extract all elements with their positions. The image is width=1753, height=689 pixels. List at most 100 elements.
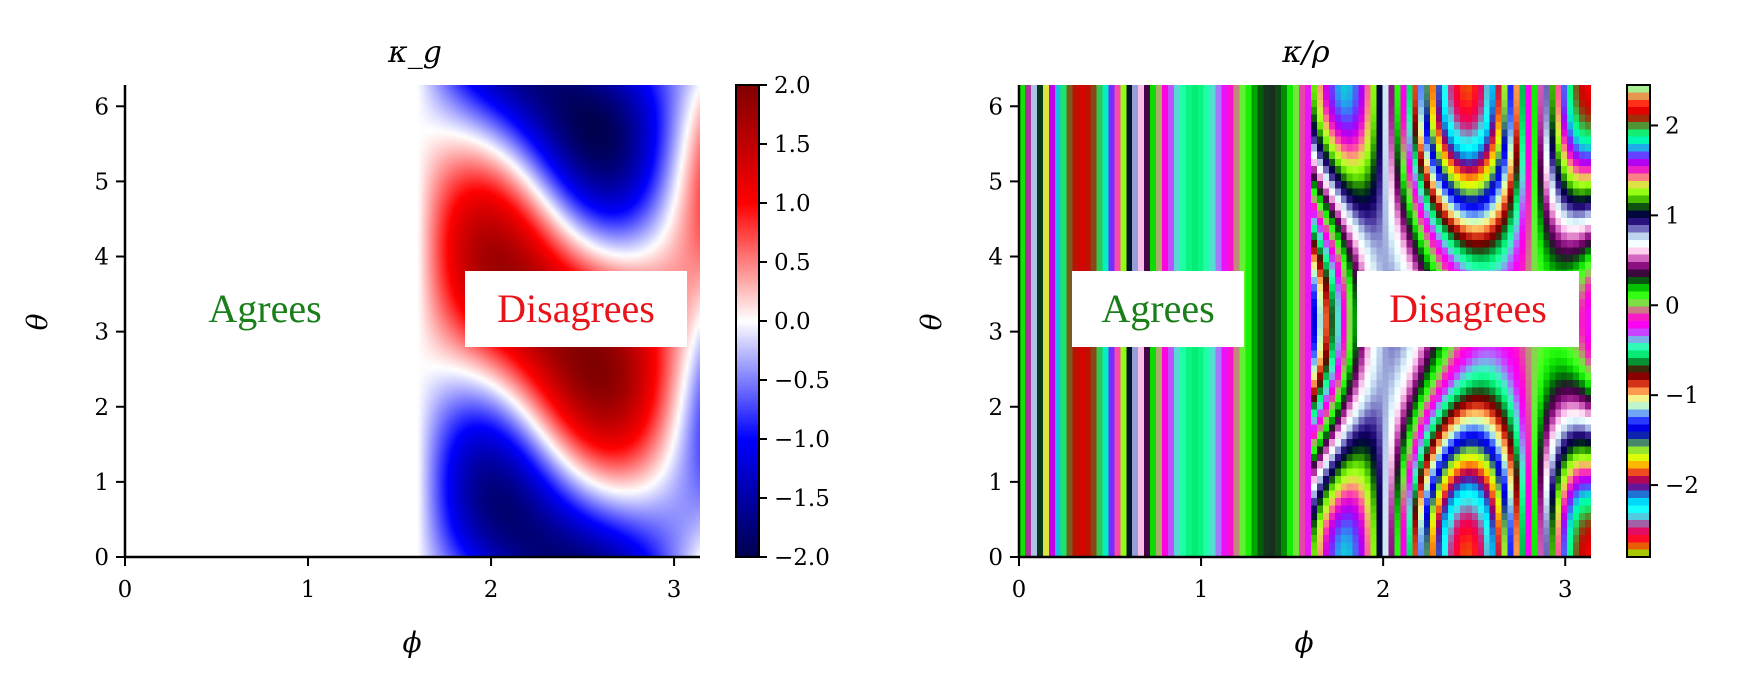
- colorbar-tick: 1.5: [759, 132, 811, 158]
- y-tick-label: 6: [988, 94, 1003, 120]
- annotation-agrees: Agrees: [208, 286, 321, 331]
- annotation-disagrees-text: Disagrees: [497, 286, 655, 331]
- colorbar-tick-label: 0.5: [774, 250, 811, 276]
- x-tick: 0: [1012, 557, 1027, 603]
- x-tick: 2: [484, 557, 499, 603]
- x-tick: 3: [667, 557, 682, 603]
- y-ticks: 0 1 2 3 4 5 6: [988, 94, 1019, 571]
- x-tick: 3: [1558, 557, 1573, 603]
- y-tick: 6: [94, 94, 125, 120]
- colorbar-tick: −1.5: [759, 486, 830, 512]
- y-tick: 1: [94, 470, 125, 496]
- colorbar-tick-label: −0.5: [774, 368, 830, 394]
- x-axis-label: ϕ: [402, 626, 421, 659]
- y-tick: 6: [988, 94, 1019, 120]
- annotation-agrees-text: Agrees: [1101, 286, 1214, 331]
- colorbar-tick: 1: [1650, 203, 1680, 229]
- x-tick-label: 3: [667, 577, 682, 603]
- colorbar-tick-label: 2: [1665, 113, 1680, 139]
- y-tick-label: 2: [988, 395, 1003, 421]
- colorbar-tick-label: 0.0: [774, 309, 811, 335]
- annotation-disagrees: Disagrees: [1357, 271, 1579, 347]
- y-tick-label: 4: [94, 245, 109, 271]
- x-tick-label: 1: [301, 577, 316, 603]
- x-axis-label: ϕ: [1294, 626, 1313, 659]
- colorbar-tick: 0: [1650, 293, 1680, 319]
- panel-kappa-g: κ_g 0 1 2 3 0 1 2 3 4 5 6 ϕ θ Agrees Disagrees −2…: [21, 35, 830, 659]
- y-tick: 0: [94, 545, 125, 571]
- y-tick: 1: [988, 470, 1019, 496]
- x-tick: 1: [1194, 557, 1209, 603]
- colorbar-tick-label: 0: [1665, 293, 1680, 319]
- annotation-disagrees-text: Disagrees: [1389, 286, 1547, 331]
- y-tick-label: 1: [94, 470, 109, 496]
- colorbar-tick-label: −2.0: [774, 545, 830, 571]
- colorbar-tick: −2.0: [759, 545, 830, 571]
- y-tick-label: 5: [94, 169, 109, 195]
- colorbar-ticks: −2 −1 0 1 2: [1650, 113, 1699, 499]
- y-axis-label: θ: [21, 313, 54, 330]
- y-tick-label: 5: [988, 169, 1003, 195]
- y-tick-label: 2: [94, 395, 109, 421]
- colorbar-tick: −2: [1650, 473, 1699, 499]
- colorbar-tick: 1.0: [759, 191, 811, 217]
- colorbar-tick: 0.5: [759, 250, 811, 276]
- annotation-disagrees: Disagrees: [465, 271, 687, 347]
- y-axis-label: θ: [915, 313, 948, 330]
- colorbar-tick-label: 1.5: [774, 132, 811, 158]
- chart-title: κ/ρ: [1281, 35, 1330, 70]
- annotation-agrees-text: Agrees: [208, 286, 321, 331]
- annotation-box: [1357, 271, 1579, 347]
- y-ticks: 0 1 2 3 4 5 6: [94, 94, 125, 571]
- y-tick-label: 6: [94, 94, 109, 120]
- y-tick-label: 1: [988, 470, 1003, 496]
- colorbar-tick: −1: [1650, 383, 1699, 409]
- y-tick: 5: [988, 169, 1019, 195]
- panel-kappa-over-rho: κ/ρ 0 1 2 3 0 1 2 3 4 5 6 ϕ θ Agrees Disagrees −2…: [915, 35, 1699, 659]
- y-tick-label: 0: [988, 545, 1003, 571]
- annotation-box: [465, 271, 687, 347]
- colorbar-tick: 0.0: [759, 309, 811, 335]
- y-tick-label: 0: [94, 545, 109, 571]
- y-tick: 2: [988, 395, 1019, 421]
- x-tick: 0: [118, 557, 133, 603]
- x-ticks: 0 1 2 3: [118, 557, 682, 603]
- colorbar-tick: 2.0: [759, 73, 811, 99]
- colorbar-tick-label: −1.5: [774, 486, 830, 512]
- colorbar: [1627, 85, 1650, 557]
- y-tick: 5: [94, 169, 125, 195]
- y-tick: 3: [988, 320, 1019, 346]
- colorbar-tick: −1.0: [759, 427, 830, 453]
- x-tick-label: 1: [1194, 577, 1209, 603]
- y-tick-label: 3: [94, 320, 109, 346]
- y-tick-label: 4: [988, 245, 1003, 271]
- colorbar-ticks: −2.0 −1.5 −1.0 −0.5 0.0 0.5 1.0 1.5 2.0: [759, 73, 830, 571]
- x-ticks: 0 1 2 3: [1012, 557, 1573, 603]
- colorbar: [736, 85, 759, 557]
- x-tick: 1: [301, 557, 316, 603]
- x-tick-label: 3: [1558, 577, 1573, 603]
- y-tick: 2: [94, 395, 125, 421]
- colorbar-tick-label: 2.0: [774, 73, 811, 99]
- x-tick: 2: [1376, 557, 1391, 603]
- y-tick: 0: [988, 545, 1019, 571]
- colorbar-tick-label: −1: [1665, 383, 1699, 409]
- colorbar-frame: [1626, 84, 1651, 558]
- x-tick-label: 2: [484, 577, 499, 603]
- y-tick: 4: [988, 245, 1019, 271]
- annotation-agrees: Agrees: [1072, 271, 1244, 347]
- colorbar-tick-label: −2: [1665, 473, 1699, 499]
- x-tick-label: 0: [118, 577, 133, 603]
- colorbar-tick-label: 1: [1665, 203, 1680, 229]
- y-tick: 3: [94, 320, 125, 346]
- annotation-box: [1072, 271, 1244, 347]
- x-tick-label: 0: [1012, 577, 1027, 603]
- colorbar-tick: −0.5: [759, 368, 830, 394]
- colorbar-tick: 2: [1650, 113, 1680, 139]
- y-tick: 4: [94, 245, 125, 271]
- colorbar-tick-label: 1.0: [774, 191, 811, 217]
- colorbar-tick-label: −1.0: [774, 427, 830, 453]
- x-tick-label: 2: [1376, 577, 1391, 603]
- y-tick-label: 3: [988, 320, 1003, 346]
